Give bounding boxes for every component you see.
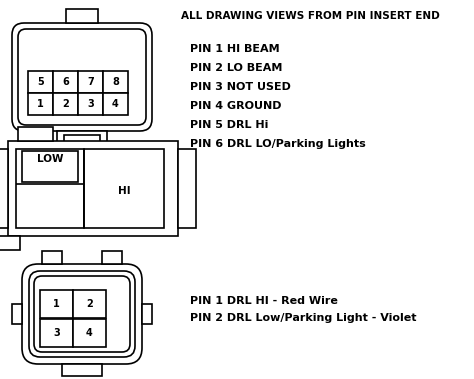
Bar xyxy=(16,149,84,228)
Text: 3: 3 xyxy=(87,99,94,109)
Bar xyxy=(73,290,106,318)
Bar xyxy=(73,319,106,347)
Bar xyxy=(84,149,164,228)
Text: 6: 6 xyxy=(62,77,69,87)
Bar xyxy=(57,131,107,147)
Bar xyxy=(28,93,53,115)
Text: ALL DRAWING VIEWS FROM PIN INSERT END: ALL DRAWING VIEWS FROM PIN INSERT END xyxy=(181,11,439,21)
Bar xyxy=(103,71,128,93)
Bar xyxy=(142,304,152,324)
Text: PIN 6 DRL LO/Parking Lights: PIN 6 DRL LO/Parking Lights xyxy=(190,139,366,149)
Text: PIN 1 DRL HI - Red Wire: PIN 1 DRL HI - Red Wire xyxy=(190,296,338,306)
Text: 1: 1 xyxy=(53,299,60,309)
FancyBboxPatch shape xyxy=(12,23,152,131)
Bar xyxy=(12,304,22,324)
Bar xyxy=(40,290,73,318)
Bar xyxy=(42,251,62,264)
Text: 2: 2 xyxy=(62,99,69,109)
Text: PIN 5 DRL Hi: PIN 5 DRL Hi xyxy=(190,120,268,130)
Text: PIN 3 NOT USED: PIN 3 NOT USED xyxy=(190,82,291,92)
Bar xyxy=(0,236,20,250)
Bar xyxy=(178,149,196,228)
Text: PIN 2 DRL Low/Parking Light - Violet: PIN 2 DRL Low/Parking Light - Violet xyxy=(190,313,417,323)
Text: PIN 2 LO BEAM: PIN 2 LO BEAM xyxy=(190,63,283,73)
Text: 3: 3 xyxy=(53,328,60,338)
Bar xyxy=(53,71,78,93)
Bar xyxy=(18,127,53,141)
Bar xyxy=(78,93,103,115)
Text: HI: HI xyxy=(118,185,130,196)
Bar xyxy=(103,93,128,115)
Text: LOW: LOW xyxy=(37,154,63,164)
Text: PIN 1 HI BEAM: PIN 1 HI BEAM xyxy=(190,44,280,54)
Bar xyxy=(28,71,53,93)
Bar xyxy=(66,9,98,23)
Bar xyxy=(22,151,78,182)
Text: 7: 7 xyxy=(87,77,94,87)
Text: 4: 4 xyxy=(86,328,93,338)
Bar xyxy=(53,93,78,115)
Bar xyxy=(102,251,122,264)
Text: PIN 4 GROUND: PIN 4 GROUND xyxy=(190,101,282,111)
FancyBboxPatch shape xyxy=(22,264,142,364)
Text: 4: 4 xyxy=(112,99,119,109)
Bar xyxy=(78,71,103,93)
Bar xyxy=(64,135,100,143)
Text: 8: 8 xyxy=(112,77,119,87)
Bar xyxy=(0,149,8,228)
Bar xyxy=(40,319,73,347)
Text: 1: 1 xyxy=(37,99,44,109)
Bar xyxy=(62,364,102,376)
Bar xyxy=(8,141,178,236)
Text: 2: 2 xyxy=(86,299,93,309)
Text: 5: 5 xyxy=(37,77,44,87)
